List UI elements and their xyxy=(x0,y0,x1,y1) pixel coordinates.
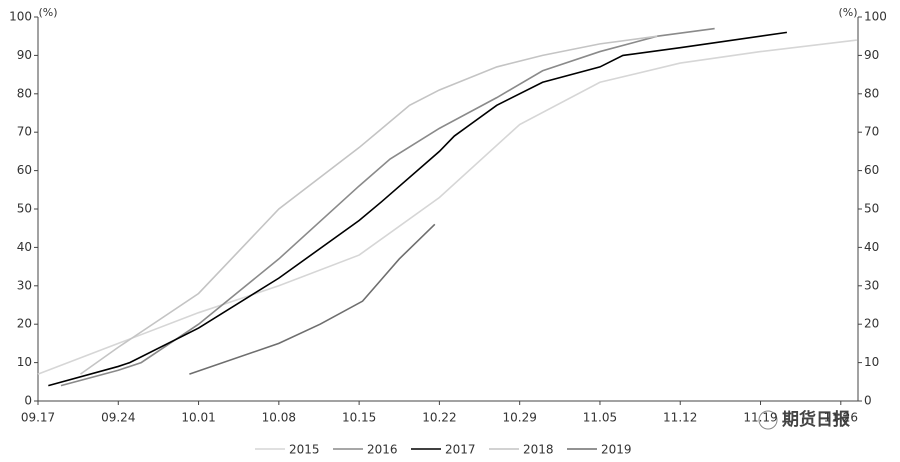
series-line xyxy=(48,31,788,387)
legend-label: 2016 xyxy=(367,443,398,457)
watermark-icon xyxy=(758,410,778,430)
y2-tick-label: 90 xyxy=(864,48,879,62)
x-tick-label: 10.08 xyxy=(262,411,296,425)
watermark: 期货日报 xyxy=(758,409,850,430)
x-tick-label: 11.26 xyxy=(824,411,858,425)
x-tick-label: 10.15 xyxy=(342,411,376,425)
y2-tick-label: 10 xyxy=(864,355,879,369)
y-tick-label: 60 xyxy=(17,163,32,177)
y2-tick-label: 50 xyxy=(864,202,879,216)
legend-label: 2018 xyxy=(523,443,554,457)
x-tick-label: 10.01 xyxy=(181,411,215,425)
y-tick-label: 50 xyxy=(17,202,32,216)
y2-tick-label: 30 xyxy=(864,278,879,292)
y2-tick-label: 70 xyxy=(864,125,879,139)
y2-tick-label: 40 xyxy=(864,240,879,254)
y2-tick-label: 60 xyxy=(864,163,879,177)
y-tick-label: 0 xyxy=(24,394,32,408)
y-tick-label: 100 xyxy=(9,10,32,24)
y2-unit: (%) xyxy=(838,6,857,19)
y-tick-label: 30 xyxy=(17,278,32,292)
x-tick-label: 10.29 xyxy=(502,411,536,425)
x-tick-label: 11.19 xyxy=(743,411,777,425)
series-line xyxy=(79,35,658,375)
x-tick-label: 09.24 xyxy=(101,411,135,425)
y2-tick-label: 0 xyxy=(864,394,872,408)
y-tick-label: 20 xyxy=(17,317,32,331)
legend-label: 2015 xyxy=(289,443,320,457)
series-line xyxy=(189,223,436,375)
legend-label: 2019 xyxy=(601,443,632,457)
y-tick-label: 10 xyxy=(17,355,32,369)
series-line xyxy=(37,39,857,375)
y2-tick-label: 100 xyxy=(864,10,887,24)
x-tick-label: 11.05 xyxy=(583,411,617,425)
y-tick-label: 80 xyxy=(17,86,32,100)
legend-label: 2017 xyxy=(445,443,476,457)
y-tick-label: 40 xyxy=(17,240,32,254)
watermark-text: 期货日报 xyxy=(782,409,850,430)
x-tick-label: 09.17 xyxy=(21,411,55,425)
y2-tick-label: 80 xyxy=(864,86,879,100)
y-tick-label: 90 xyxy=(17,48,32,62)
y-tick-label: 70 xyxy=(17,125,32,139)
x-tick-label: 11.12 xyxy=(663,411,697,425)
y2-tick-label: 20 xyxy=(864,317,879,331)
x-tick-label: 10.22 xyxy=(422,411,456,425)
series-line xyxy=(60,27,715,387)
y-unit: (%) xyxy=(38,6,57,19)
